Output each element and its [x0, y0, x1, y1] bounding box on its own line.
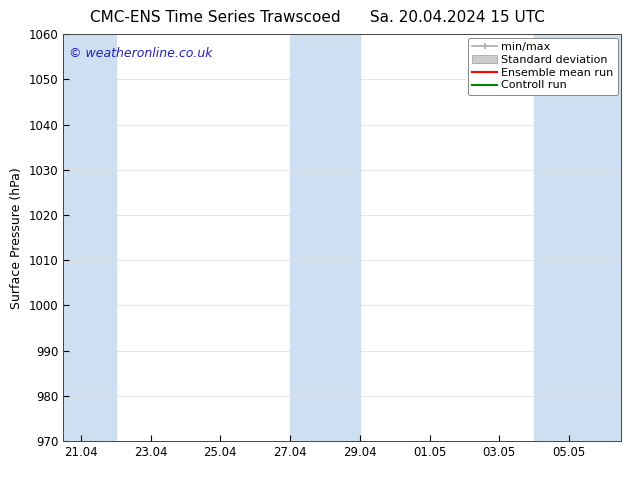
Text: © weatheronline.co.uk: © weatheronline.co.uk	[69, 47, 212, 59]
Bar	[290, 34, 359, 441]
Text: CMC-ENS Time Series Trawscoed      Sa. 20.04.2024 15 UTC: CMC-ENS Time Series Trawscoed Sa. 20.04.…	[89, 10, 545, 25]
Legend: min/max, Standard deviation, Ensemble mean run, Controll run: min/max, Standard deviation, Ensemble me…	[468, 38, 618, 95]
Y-axis label: Surface Pressure (hPa): Surface Pressure (hPa)	[10, 167, 23, 309]
Bar	[63, 34, 115, 441]
Bar	[534, 34, 621, 441]
